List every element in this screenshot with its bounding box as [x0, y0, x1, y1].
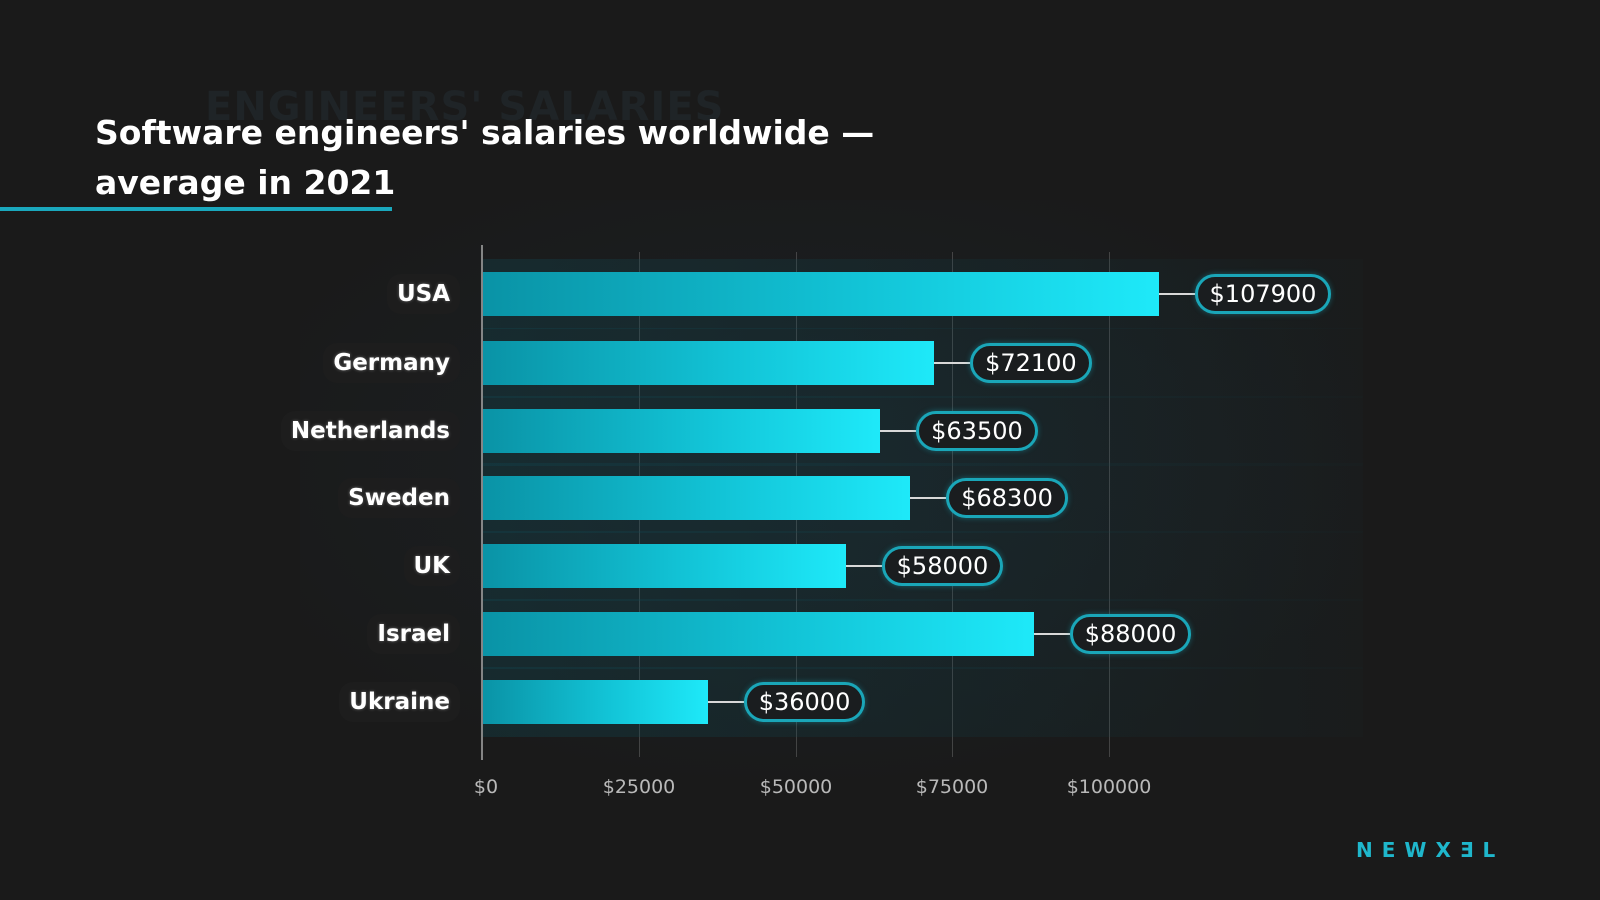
x-tick-label: $25000 — [602, 776, 676, 798]
value-label: $58000 — [881, 546, 1004, 586]
category-label: Germany — [323, 343, 460, 383]
value-connector — [1033, 633, 1070, 635]
category-label: Israel — [367, 614, 460, 654]
bar-ukraine — [483, 680, 708, 724]
x-tick-label: $100000 — [1066, 776, 1152, 798]
x-tick-label: $50000 — [759, 776, 833, 798]
value-connector — [707, 701, 744, 703]
bar-germany — [483, 341, 935, 385]
x-tick-label: $0 — [473, 776, 499, 798]
title-watermark: ENGINEERS' SALARIES — [205, 84, 725, 130]
value-label: $88000 — [1069, 614, 1192, 654]
value-connector — [880, 430, 917, 432]
value-label: $107900 — [1194, 274, 1332, 314]
chart-title-line-2: average in 2021 — [95, 163, 396, 202]
value-label: $63500 — [916, 411, 1038, 451]
category-label: Netherlands — [280, 411, 460, 451]
value-connector — [845, 565, 882, 567]
bar-uk — [483, 544, 846, 588]
value-label: $36000 — [743, 682, 866, 722]
value-connector — [934, 362, 971, 364]
category-label: USA — [386, 274, 460, 314]
bar-usa — [483, 272, 1159, 316]
gridline — [1109, 252, 1110, 757]
chart-title-line-1: Software engineers' salaries worldwide — — [95, 113, 875, 152]
bar-sweden — [483, 476, 911, 520]
x-tick-label: $75000 — [915, 776, 989, 798]
value-label: $72100 — [970, 343, 1092, 383]
category-label: Sweden — [338, 478, 460, 518]
title-underline — [0, 207, 392, 211]
y-axis-line — [481, 245, 483, 760]
value-connector — [910, 497, 947, 499]
category-label: UK — [403, 546, 460, 586]
newxel-logo: NEWXƎL — [1356, 838, 1505, 862]
value-label: $68300 — [946, 478, 1068, 518]
bar-israel — [483, 612, 1034, 656]
category-label: Ukraine — [339, 682, 460, 722]
chart-title: Software engineers' salaries worldwide —… — [95, 108, 874, 208]
value-connector — [1158, 293, 1195, 295]
bar-netherlands — [483, 409, 881, 453]
